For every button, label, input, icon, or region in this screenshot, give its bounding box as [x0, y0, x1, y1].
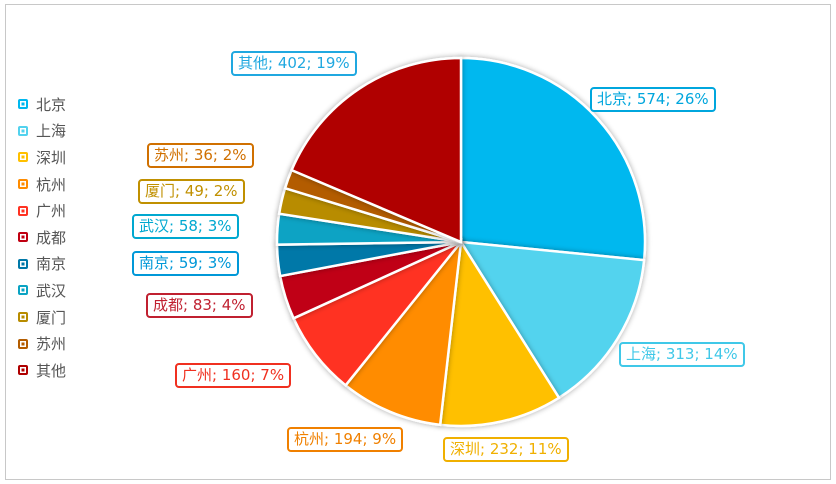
legend-item[interactable]: 苏州 [18, 330, 66, 357]
legend-item[interactable]: 其他 [18, 357, 66, 384]
legend-item[interactable]: 南京 [18, 251, 66, 278]
data-label: 广州; 160; 7% [175, 363, 292, 388]
legend-label: 杭州 [36, 175, 67, 194]
data-label: 深圳; 232; 11% [443, 437, 569, 462]
legend-swatch-icon [18, 312, 28, 323]
legend-swatch-icon [18, 365, 28, 376]
pie-slice-1[interactable] [458, 240, 646, 400]
data-label: 苏州; 36; 2% [147, 143, 254, 168]
chart-area: 北京上海深圳杭州广州成都南京武汉厦门苏州其他 北京; 574; 26% 上海; 3… [5, 4, 831, 480]
legend-item[interactable]: 武汉 [18, 277, 66, 304]
legend-item[interactable]: 上海 [18, 118, 66, 145]
data-label: 南京; 59; 3% [132, 251, 239, 276]
pie-slice-10[interactable] [289, 56, 463, 244]
legend-swatch-icon [18, 338, 28, 349]
legend-swatch-icon [18, 152, 28, 163]
legend-item[interactable]: 深圳 [18, 144, 66, 171]
legend-label: 上海 [36, 122, 67, 141]
pie-slice-2[interactable] [438, 238, 561, 428]
legend-label: 其他 [36, 361, 67, 380]
legend: 北京上海深圳杭州广州成都南京武汉厦门苏州其他 [18, 91, 66, 384]
pie-slice-3[interactable] [343, 237, 463, 427]
data-label: 上海; 313; 14% [619, 342, 745, 367]
pie-chart [275, 56, 647, 428]
legend-label: 苏州 [36, 335, 67, 354]
legend-swatch-icon [18, 285, 28, 296]
legend-item[interactable]: 北京 [18, 91, 66, 118]
legend-label: 南京 [36, 255, 67, 274]
legend-swatch-icon [18, 125, 28, 136]
data-label: 其他; 402; 19% [231, 51, 357, 76]
legend-swatch-icon [18, 99, 28, 110]
legend-item[interactable]: 成都 [18, 224, 66, 251]
data-label: 成都; 83; 4% [146, 293, 253, 318]
legend-swatch-icon [18, 205, 28, 216]
legend-label: 广州 [36, 202, 67, 221]
data-label: 杭州; 194; 9% [287, 427, 404, 452]
legend-label: 武汉 [36, 281, 67, 300]
data-label: 北京; 574; 26% [590, 87, 716, 112]
legend-item[interactable]: 厦门 [18, 304, 66, 331]
legend-item[interactable]: 杭州 [18, 171, 66, 198]
legend-label: 成都 [36, 228, 67, 247]
legend-swatch-icon [18, 232, 28, 243]
data-label: 厦门; 49; 2% [138, 179, 245, 204]
pie-slice-0[interactable] [459, 56, 647, 262]
legend-label: 厦门 [36, 308, 67, 327]
data-label: 武汉; 58; 3% [132, 214, 239, 239]
legend-swatch-icon [18, 258, 28, 269]
legend-swatch-icon [18, 179, 28, 190]
legend-label: 北京 [36, 95, 67, 114]
legend-label: 深圳 [36, 148, 67, 167]
legend-item[interactable]: 广州 [18, 197, 66, 224]
